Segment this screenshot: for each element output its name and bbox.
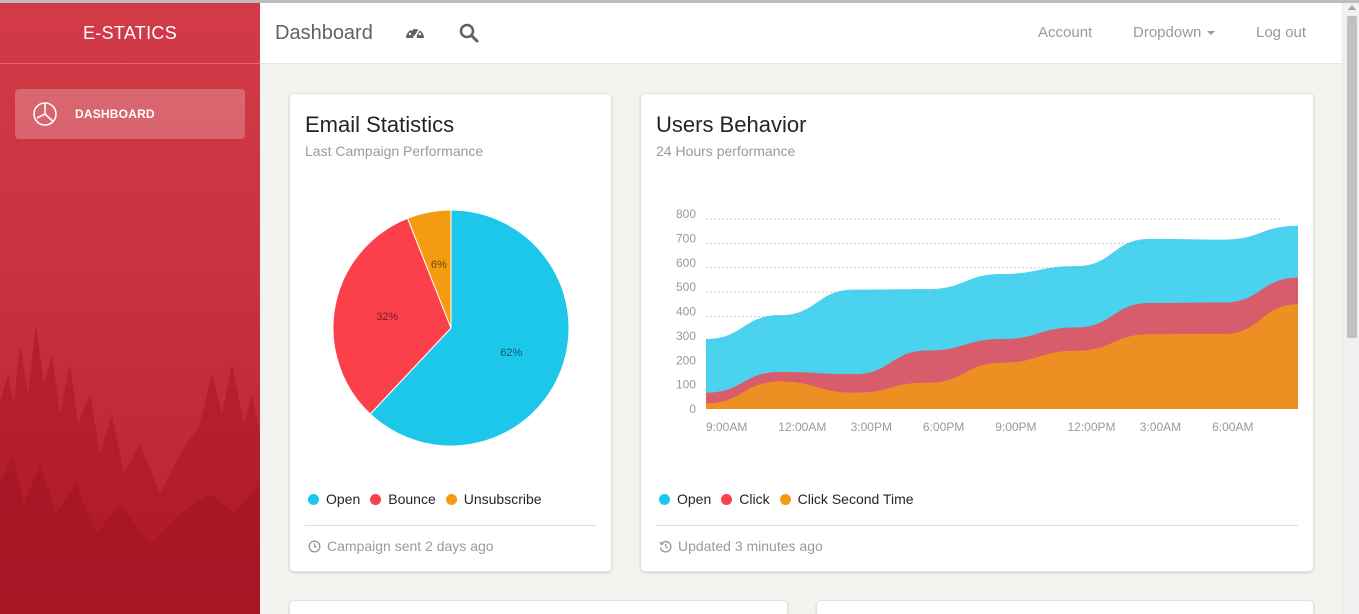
x-tick-label: 6:00PM xyxy=(923,420,964,434)
logout-link[interactable]: Log out xyxy=(1256,24,1307,41)
pie-chart-icon xyxy=(33,102,57,126)
sidebar: E-STATICS DASHBOARD xyxy=(0,3,260,614)
y-tick-label: 300 xyxy=(676,329,696,343)
brand-logo[interactable]: E-STATICS xyxy=(0,3,260,64)
dashboard-gauge-icon[interactable] xyxy=(404,22,426,44)
account-link[interactable]: Account xyxy=(1038,24,1093,41)
legend-item-open: Open xyxy=(659,491,711,507)
email-statistics-card: Email Statistics Last Campaign Performan… xyxy=(289,93,612,572)
y-tick-label: 700 xyxy=(676,231,696,245)
card-category: Last Campaign Performance xyxy=(305,143,484,159)
legend-label: Open xyxy=(677,491,712,507)
legend-item-unsubscribe: Unsubscribe xyxy=(445,491,542,507)
pie-data-label: 6% xyxy=(431,259,447,271)
legend-item-click: Click xyxy=(721,491,770,507)
legend-dot xyxy=(370,493,382,505)
y-tick-label: 800 xyxy=(676,207,696,221)
card-footer-stats: Updated 3 minutes ago xyxy=(659,538,823,554)
area-series-click-second-time[interactable] xyxy=(706,304,1298,409)
page-scrollbar[interactable] xyxy=(1342,3,1359,614)
chart-legend: Open Bounce Unsubscribe xyxy=(308,491,552,507)
card-title: Email Statistics xyxy=(305,112,455,137)
pie-data-label: 32% xyxy=(376,311,398,323)
page-title: Dashboard xyxy=(275,22,373,44)
lower-left-card xyxy=(289,600,788,614)
history-icon xyxy=(659,540,672,553)
legend-label: Bounce xyxy=(388,491,436,507)
x-tick-label: 12:00PM xyxy=(1068,420,1116,434)
x-tick-label: 9:00PM xyxy=(995,420,1036,434)
search-icon[interactable] xyxy=(458,22,480,44)
pie-slice-open[interactable] xyxy=(369,209,570,447)
footer-text: Updated 3 minutes ago xyxy=(678,538,823,554)
chart-legend: Open Click Click Second Time xyxy=(659,491,924,507)
x-tick-label: 3:00PM xyxy=(851,420,892,434)
legend-dot xyxy=(721,493,733,505)
x-tick-label: 3:00AM xyxy=(1140,420,1181,434)
y-tick-label: 200 xyxy=(676,353,696,367)
top-navbar: Dashboard Account Dropdown Log out xyxy=(260,3,1342,64)
y-tick-label: 500 xyxy=(676,280,696,294)
pie-slice-unsubscribe[interactable] xyxy=(406,209,452,329)
y-tick-label: 0 xyxy=(689,402,696,416)
scroll-up-arrow-icon[interactable] xyxy=(1348,5,1356,10)
legend-item-open: Open xyxy=(308,491,360,507)
x-tick-label: 9:00AM xyxy=(706,420,747,434)
y-tick-label: 100 xyxy=(676,378,696,392)
area-chart: 0 100 200 300 400 500 600 700 800 9:00AM 12:00AM 3:… xyxy=(676,207,1298,434)
dropdown-label: Dropdown xyxy=(1133,24,1202,41)
pie-data-label: 62% xyxy=(500,347,522,359)
clock-icon xyxy=(308,539,321,553)
lower-right-card xyxy=(816,600,1314,614)
legend-dot xyxy=(659,493,670,505)
footer-text: Campaign sent 2 days ago xyxy=(327,538,494,554)
sidebar-item-label: DASHBOARD xyxy=(75,107,155,121)
legend-dot xyxy=(308,493,319,505)
window-top-border xyxy=(0,0,1359,3)
forest-background-image xyxy=(0,324,260,614)
card-category: 24 Hours performance xyxy=(656,143,796,159)
x-tick-label: 6:00AM xyxy=(1212,420,1253,434)
card-divider xyxy=(656,525,1298,526)
x-tick-label: 12:00AM xyxy=(778,420,826,434)
users-behavior-card: Users Behavior 24 Hours performance 0 100… xyxy=(640,93,1314,572)
dropdown-toggle[interactable]: Dropdown xyxy=(1133,24,1216,41)
legend-label: Click xyxy=(739,491,770,507)
card-divider xyxy=(305,525,596,526)
legend-dot xyxy=(779,493,791,505)
legend-item-bounce: Bounce xyxy=(370,491,436,507)
y-tick-label: 400 xyxy=(676,305,696,319)
card-footer-stats: Campaign sent 2 days ago xyxy=(308,538,494,554)
legend-dot xyxy=(445,493,457,505)
y-tick-label: 600 xyxy=(676,256,696,270)
legend-label: Unsubscribe xyxy=(463,491,542,507)
scrollbar-thumb[interactable] xyxy=(1347,16,1357,338)
legend-label: Click Second Time xyxy=(797,491,914,507)
legend-label: Open xyxy=(326,491,361,507)
pie-chart: 62% 32% 6% xyxy=(332,209,570,447)
card-title: Users Behavior xyxy=(656,112,807,137)
legend-item-click-second-time: Click Second Time xyxy=(779,491,914,507)
pie-slice-bounce[interactable] xyxy=(332,217,452,415)
sidebar-item-dashboard[interactable]: DASHBOARD xyxy=(15,89,245,139)
caret-down-icon xyxy=(1207,31,1216,36)
